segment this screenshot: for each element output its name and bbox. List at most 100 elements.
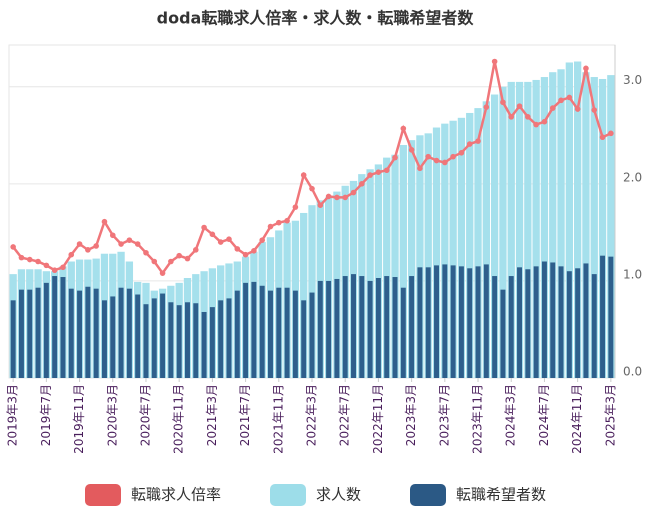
bar	[508, 276, 514, 378]
line-point	[226, 236, 232, 242]
bar	[424, 133, 432, 378]
x-tick-label: 2020年11月	[172, 384, 186, 454]
x-tick-label: 2020年7月	[138, 384, 152, 446]
line-point	[101, 218, 108, 225]
legend-label: 転職希望者数	[456, 486, 546, 504]
line-point	[118, 241, 124, 247]
line-point	[342, 194, 349, 201]
bar	[52, 276, 58, 378]
legend-swatch	[410, 484, 446, 506]
bar	[308, 205, 316, 378]
bar	[467, 268, 473, 378]
bar	[407, 140, 416, 378]
bar	[483, 264, 489, 378]
bar	[110, 296, 116, 378]
bar	[234, 290, 240, 378]
bar	[160, 293, 166, 378]
line-point	[284, 217, 290, 224]
line-point	[35, 258, 41, 265]
line-point	[259, 237, 265, 243]
bar	[558, 266, 564, 378]
bar	[549, 72, 557, 379]
bar	[590, 77, 598, 378]
bar	[77, 290, 83, 378]
line-point	[458, 149, 465, 156]
line-point	[350, 189, 357, 196]
bar	[515, 81, 524, 379]
bar	[342, 276, 348, 378]
line-point	[234, 246, 241, 252]
bar	[301, 300, 307, 378]
bar	[565, 62, 573, 378]
bar	[226, 298, 232, 378]
line-point	[68, 251, 75, 258]
line-point	[275, 219, 282, 226]
bar	[416, 135, 424, 378]
bar	[583, 263, 589, 378]
bar	[326, 280, 332, 378]
bar	[251, 281, 257, 378]
bar	[118, 287, 124, 378]
line-point	[500, 99, 506, 106]
x-tick-label: 2025年3月	[603, 384, 617, 446]
bar	[573, 61, 582, 379]
bar	[499, 86, 507, 379]
bar	[201, 311, 207, 378]
bar	[317, 280, 323, 378]
bar	[366, 169, 374, 378]
bar	[309, 292, 315, 378]
bar	[475, 266, 481, 378]
bar	[458, 266, 464, 378]
chart-title: doda転職求人倍率・求人数・転職希望者数	[157, 9, 475, 28]
line-point	[317, 202, 324, 208]
line-point	[192, 247, 199, 253]
line-point	[134, 241, 141, 247]
legend-swatch	[85, 484, 121, 506]
legend-label: 求人数	[316, 486, 361, 504]
bar	[466, 112, 474, 379]
bar	[524, 81, 532, 379]
y-tick-label: 2.0	[623, 170, 642, 184]
bar	[600, 255, 606, 378]
bar	[209, 307, 215, 378]
line-point	[85, 247, 91, 253]
line-point	[425, 153, 432, 160]
line-point	[359, 181, 365, 187]
x-tick-label: 2023年11月	[471, 384, 485, 454]
line-point	[168, 258, 174, 265]
line-point	[442, 159, 448, 166]
line-point	[10, 244, 16, 250]
line-point	[251, 248, 257, 254]
x-tick-label: 2023年3月	[404, 384, 418, 446]
bar	[441, 123, 449, 378]
bar	[300, 212, 308, 378]
bar	[375, 278, 381, 378]
line-point	[76, 241, 83, 247]
x-tick-label: 2024年11月	[570, 384, 584, 454]
line-point	[51, 267, 58, 274]
x-tick-label: 2022年11月	[371, 384, 385, 454]
bar	[384, 276, 390, 378]
bar	[608, 256, 614, 378]
bar	[442, 264, 448, 378]
bar	[334, 278, 340, 378]
bar	[575, 268, 581, 378]
bar	[268, 290, 273, 378]
line-point	[591, 107, 598, 113]
x-tick-label: 2020年3月	[105, 384, 119, 446]
bar	[60, 277, 66, 378]
line-point	[574, 106, 581, 112]
line-point	[151, 258, 158, 265]
line-point	[483, 104, 490, 110]
bar	[374, 164, 383, 378]
bar	[492, 276, 498, 378]
bar	[259, 285, 265, 378]
line-point	[433, 157, 440, 164]
line-point	[516, 103, 523, 109]
bar	[607, 75, 615, 379]
line-point	[184, 255, 191, 262]
bar	[525, 269, 531, 378]
line-point	[209, 231, 216, 238]
line-point	[599, 134, 606, 141]
bar	[432, 127, 441, 378]
